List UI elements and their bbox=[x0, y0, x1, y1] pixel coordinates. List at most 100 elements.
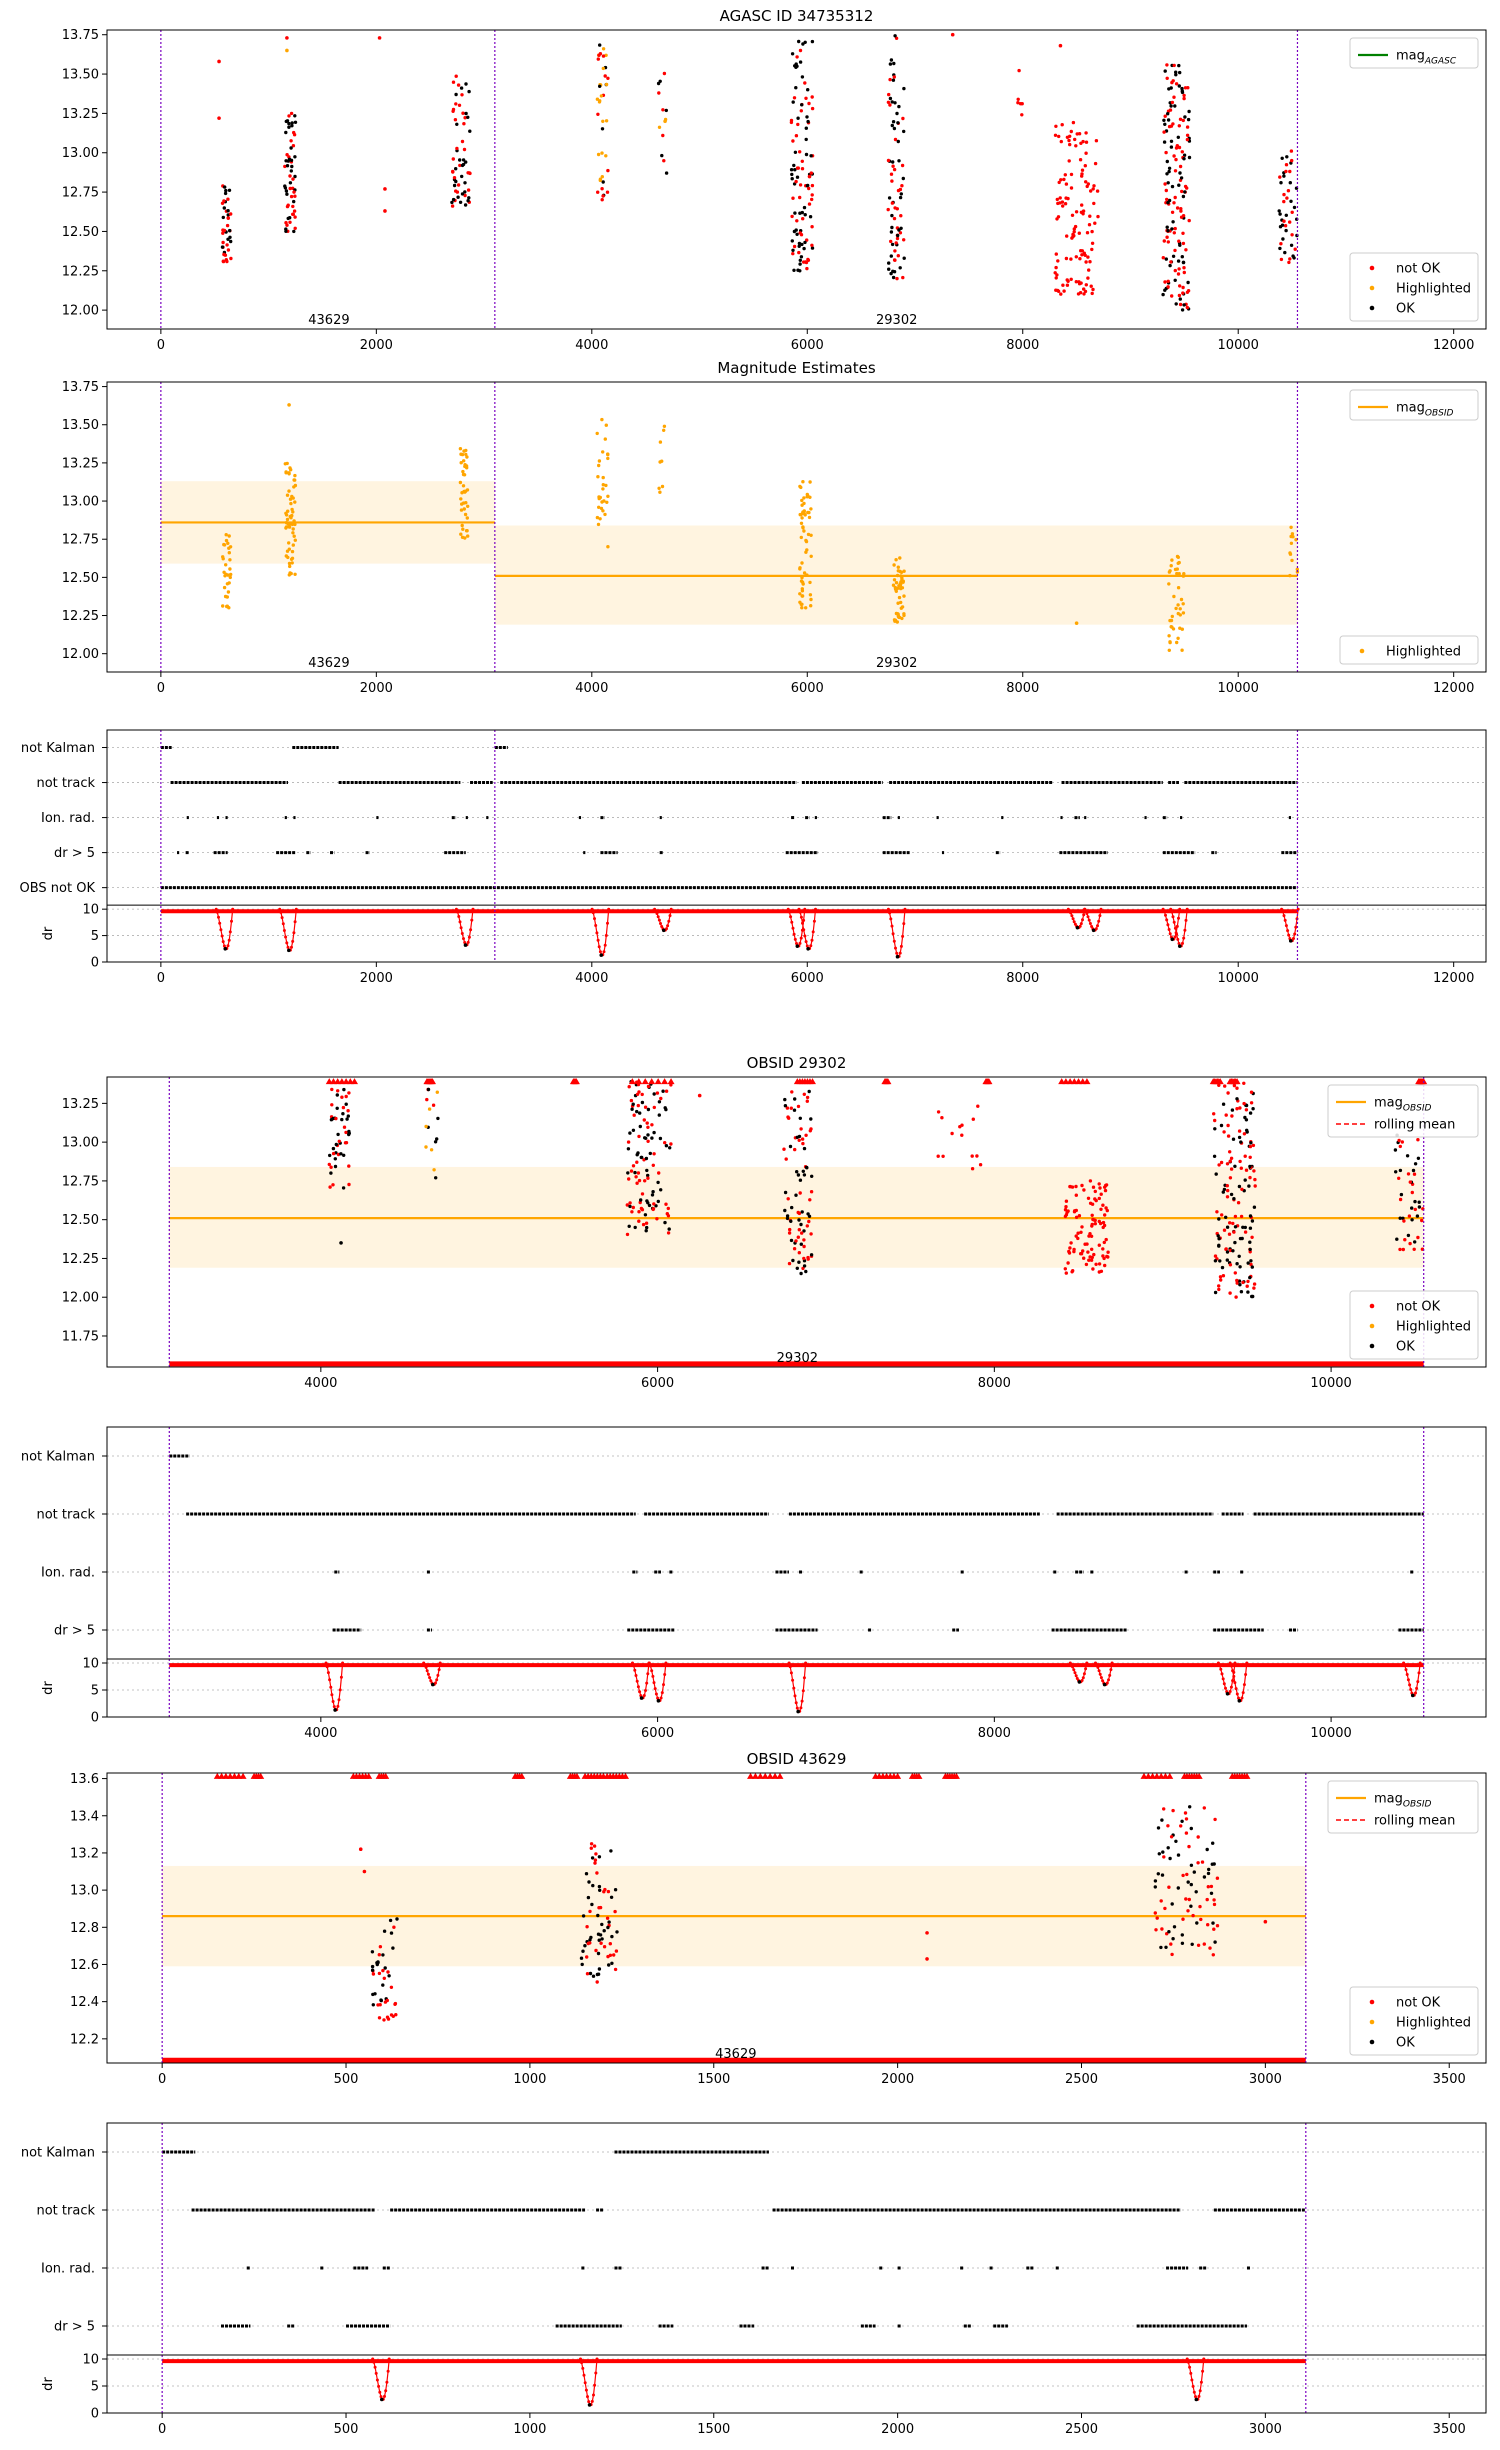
data-point bbox=[454, 74, 458, 78]
data-point bbox=[1059, 292, 1063, 296]
dr-tick-label: 5 bbox=[91, 2380, 99, 2395]
data-point bbox=[1236, 1201, 1241, 1205]
data-point bbox=[902, 613, 906, 618]
data-point bbox=[385, 2015, 390, 2019]
data-point bbox=[381, 1953, 385, 1957]
data-point bbox=[893, 249, 897, 253]
data-point bbox=[1217, 1083, 1221, 1088]
data-point bbox=[1103, 1188, 1108, 1193]
data-point bbox=[800, 159, 804, 163]
y-tick-label: 13.25 bbox=[62, 1097, 99, 1112]
data-point bbox=[287, 472, 291, 476]
data-point bbox=[377, 1971, 382, 1976]
data-point bbox=[1184, 1897, 1188, 1901]
data-point bbox=[595, 1980, 599, 1984]
data-point bbox=[902, 238, 906, 242]
data-point bbox=[896, 121, 900, 125]
data-point bbox=[793, 211, 797, 215]
data-point bbox=[597, 1938, 601, 1942]
dr-point-ok bbox=[1288, 939, 1293, 943]
data-point bbox=[1182, 572, 1186, 576]
data-point bbox=[343, 1141, 348, 1145]
data-point bbox=[1167, 169, 1171, 174]
data-point bbox=[1094, 139, 1099, 143]
data-point bbox=[893, 137, 898, 142]
data-point bbox=[790, 214, 794, 219]
data-point bbox=[783, 1190, 788, 1195]
legend-point-swatch bbox=[1369, 2019, 1375, 2025]
data-point bbox=[900, 605, 905, 609]
data-point bbox=[383, 1966, 387, 1970]
data-point bbox=[459, 532, 463, 536]
data-point bbox=[1253, 1177, 1257, 1182]
data-point bbox=[1170, 625, 1174, 629]
data-point bbox=[293, 120, 298, 125]
data-point bbox=[631, 1205, 635, 1210]
dr-tick-label: 0 bbox=[91, 2407, 99, 2422]
data-point bbox=[462, 459, 466, 463]
data-point bbox=[1179, 207, 1183, 211]
data-point bbox=[382, 1976, 386, 1981]
data-point bbox=[899, 214, 903, 218]
data-point bbox=[435, 1090, 439, 1094]
data-point bbox=[1289, 525, 1293, 529]
data-point bbox=[459, 86, 464, 90]
data-point bbox=[1094, 1262, 1098, 1267]
x-tick-label: 8000 bbox=[978, 1726, 1011, 1741]
data-point bbox=[460, 192, 465, 196]
data-point bbox=[376, 1960, 380, 1965]
data-point bbox=[1065, 283, 1070, 287]
data-point bbox=[460, 491, 464, 495]
data-point bbox=[1160, 1927, 1164, 1931]
data-point bbox=[461, 158, 466, 162]
data-point bbox=[1185, 133, 1190, 137]
data-point bbox=[601, 119, 605, 124]
data-point bbox=[1180, 86, 1184, 91]
data-point bbox=[899, 570, 904, 574]
data-point bbox=[1290, 233, 1294, 237]
data-point bbox=[335, 1106, 339, 1111]
data-point bbox=[1289, 149, 1294, 153]
data-point bbox=[630, 1107, 634, 1111]
data-point bbox=[1172, 95, 1176, 99]
data-point bbox=[1179, 176, 1184, 180]
data-point bbox=[1228, 1263, 1233, 1267]
data-point bbox=[1228, 1221, 1232, 1225]
data-point bbox=[386, 1970, 390, 1974]
data-point bbox=[1175, 640, 1179, 645]
data-point bbox=[347, 1091, 351, 1095]
data-point bbox=[1169, 1835, 1174, 1839]
data-point bbox=[341, 1112, 345, 1116]
obsid-label: 43629 bbox=[715, 2047, 756, 2062]
data-point bbox=[285, 164, 290, 168]
data-point bbox=[284, 130, 288, 135]
data-point bbox=[1084, 140, 1089, 144]
dr-dip bbox=[372, 2358, 390, 2400]
data-point bbox=[1084, 1262, 1089, 1267]
dr-point-ok bbox=[223, 946, 228, 951]
data-point bbox=[887, 267, 891, 271]
dr-point-ok bbox=[463, 943, 468, 947]
data-point bbox=[1233, 1271, 1238, 1275]
data-point bbox=[640, 1100, 645, 1105]
legend-label-sub: OBSID bbox=[1425, 409, 1454, 419]
data-point bbox=[628, 1201, 632, 1205]
capped-marker bbox=[573, 1773, 581, 1779]
data-point bbox=[651, 1207, 655, 1212]
legend-points bbox=[1349, 1290, 1479, 1360]
legend-label-sub: AGASC bbox=[1424, 57, 1457, 67]
data-point bbox=[801, 1141, 805, 1146]
data-point bbox=[1080, 1183, 1084, 1188]
y-tick-label: 12.00 bbox=[62, 647, 99, 662]
data-point bbox=[1178, 302, 1183, 307]
data-point bbox=[975, 1154, 979, 1158]
data-point bbox=[1417, 1200, 1421, 1204]
data-point bbox=[660, 153, 664, 158]
data-point bbox=[1053, 133, 1058, 137]
data-point bbox=[1165, 76, 1169, 81]
data-point bbox=[225, 259, 229, 264]
data-point bbox=[344, 1130, 348, 1135]
data-point bbox=[1105, 1208, 1110, 1213]
data-point bbox=[894, 36, 899, 40]
data-point bbox=[799, 1127, 803, 1131]
